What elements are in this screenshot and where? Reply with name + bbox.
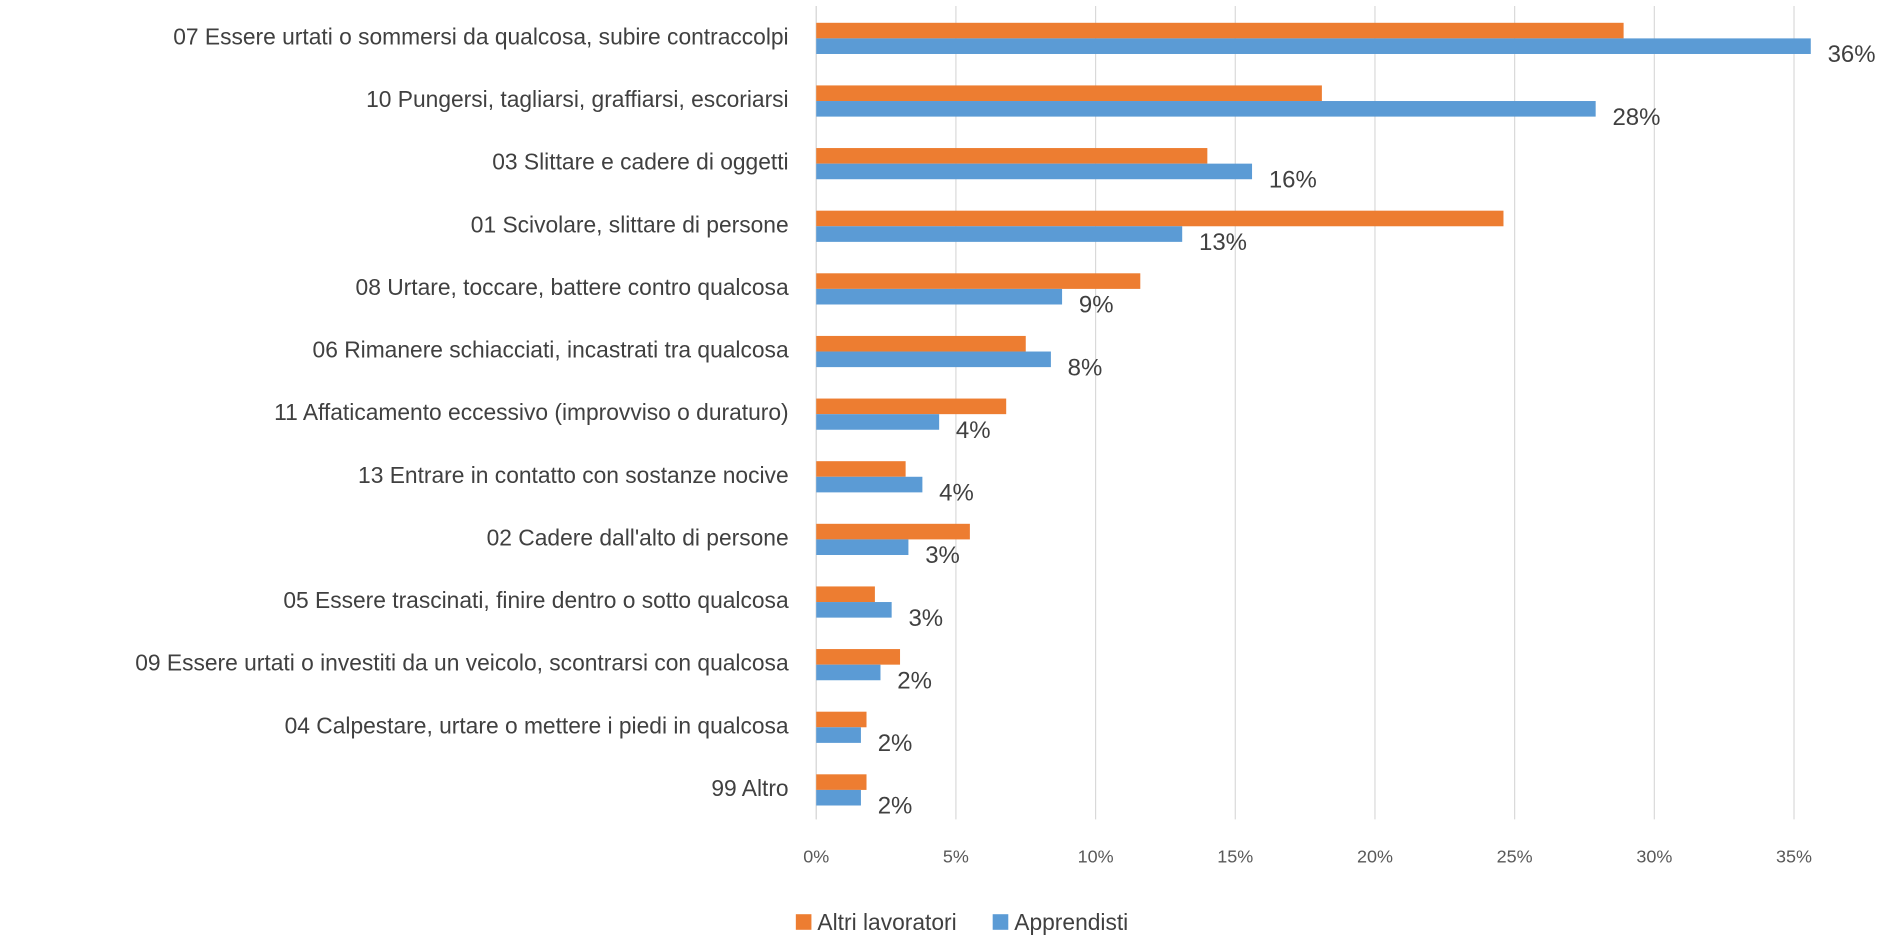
x-tick-label: 30%	[1636, 847, 1672, 867]
y-tick-label: 08 Urtare, toccare, battere contro qualc…	[356, 274, 789, 300]
bar	[816, 101, 1596, 117]
y-tick-label: 05 Essere trascinati, finire dentro o so…	[283, 587, 789, 613]
x-tick-label: 15%	[1217, 847, 1253, 867]
bar	[816, 398, 1007, 415]
bar	[816, 727, 861, 743]
bar	[816, 351, 1051, 368]
y-tick-label: 11 Affaticamento eccessivo (improvviso o…	[274, 399, 789, 425]
data-label: 16%	[1269, 166, 1317, 193]
bar	[816, 226, 1183, 242]
y-tick-label: 09 Essere urtati o investiti da un veico…	[135, 650, 789, 676]
y-tick-label: 02 Cadere dall'alto di persone	[487, 524, 789, 550]
bar	[816, 85, 1322, 102]
data-label: 9%	[1079, 292, 1114, 319]
bar	[816, 774, 867, 790]
y-tick-label: 06 Rimanere schiacciati, incastrati tra …	[313, 337, 789, 363]
data-label: 3%	[908, 605, 943, 632]
legend-swatch	[795, 914, 812, 930]
data-label: 4%	[939, 480, 974, 507]
bar	[816, 602, 892, 618]
y-tick-label: 04 Calpestare, urtare o mettere i piedi …	[285, 712, 789, 738]
bar	[816, 22, 1624, 39]
bar	[816, 523, 970, 540]
y-tick-label: 10 Pungersi, tagliarsi, graffiarsi, esco…	[366, 86, 788, 112]
x-tick-label: 5%	[943, 847, 969, 867]
x-tick-label: 10%	[1078, 847, 1114, 867]
bar	[816, 335, 1026, 352]
data-label: 2%	[878, 730, 913, 757]
bar	[816, 288, 1063, 305]
bar	[816, 38, 1811, 54]
y-tick-label: 99 Altro	[711, 775, 788, 801]
data-label: 3%	[925, 542, 960, 569]
y-tick-label: 07 Essere urtati o sommersi da qualcosa,…	[173, 23, 788, 49]
bar	[816, 273, 1141, 289]
y-tick-label: 13 Entrare in contatto con sostanze noci…	[358, 462, 789, 488]
bar	[816, 539, 909, 556]
data-label: 2%	[878, 793, 913, 820]
data-label: 2%	[897, 667, 932, 694]
legend-label: Altri lavoratori	[817, 909, 956, 935]
bar	[816, 586, 875, 603]
bar	[816, 461, 906, 477]
x-tick-label: 20%	[1357, 847, 1393, 867]
legend-swatch	[992, 914, 1009, 930]
data-label: 36%	[1828, 41, 1876, 68]
y-tick-label: 03 Slittare e cadere di oggetti	[492, 149, 788, 175]
bar	[816, 476, 923, 493]
x-tick-label: 25%	[1497, 847, 1533, 867]
data-label: 8%	[1068, 354, 1103, 381]
bar	[816, 664, 881, 681]
bar	[816, 163, 1253, 180]
bar	[816, 148, 1208, 164]
data-label: 4%	[956, 417, 991, 444]
bar	[816, 789, 861, 806]
data-label: 28%	[1612, 104, 1660, 131]
bar	[816, 649, 901, 665]
legend-label: Apprendisti	[1014, 909, 1128, 935]
bar	[816, 711, 867, 728]
y-tick-label: 01 Scivolare, slittare di persone	[471, 211, 789, 237]
data-label: 13%	[1199, 229, 1247, 256]
x-tick-label: 35%	[1776, 847, 1812, 867]
bar	[816, 210, 1504, 227]
x-tick-label: 0%	[803, 847, 829, 867]
bar	[816, 414, 940, 430]
